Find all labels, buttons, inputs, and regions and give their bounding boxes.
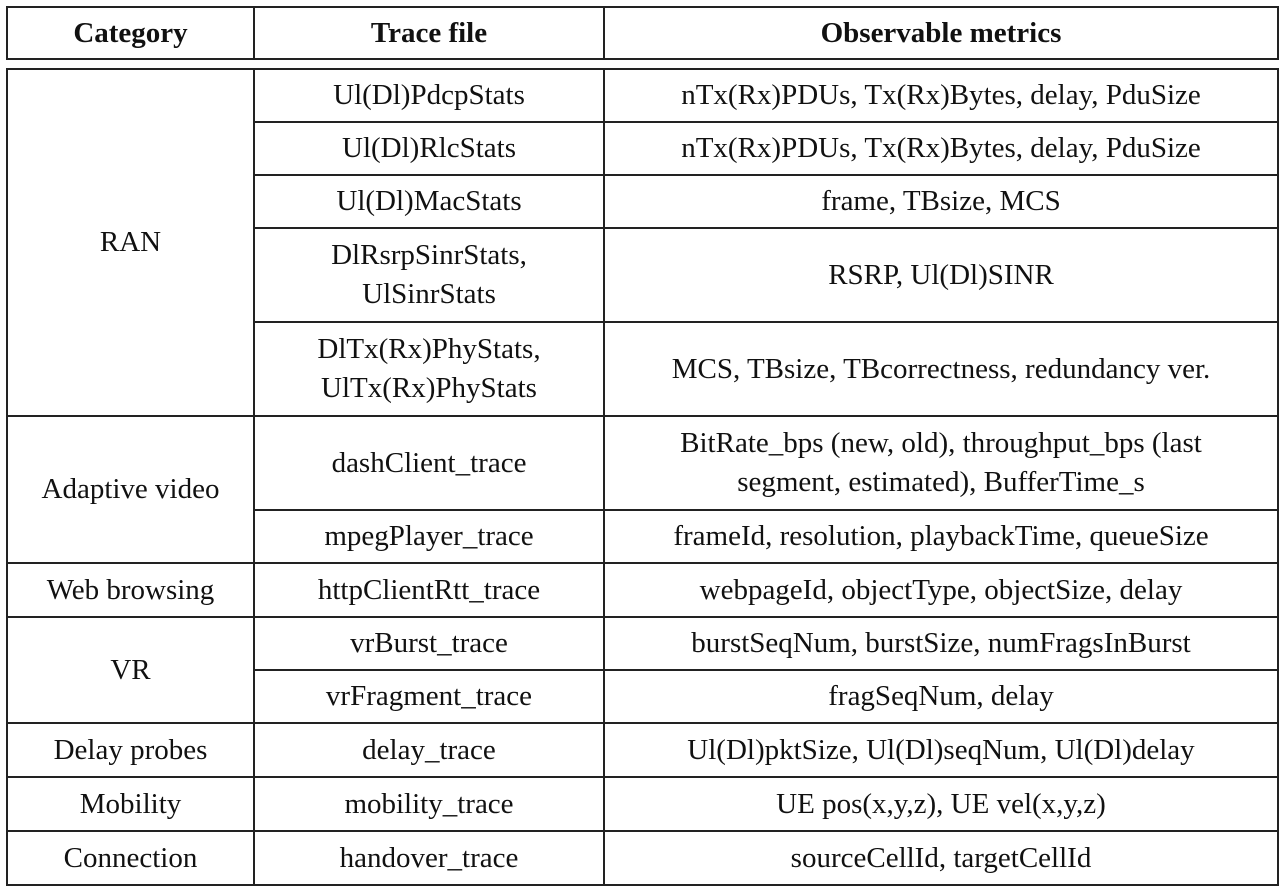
metrics-cell: frame, TBsize, MCS	[603, 174, 1279, 229]
table-row: Ul(Dl)MacStats frame, TBsize, MCS	[7, 174, 1279, 229]
metrics-cell: webpageId, objectType, objectSize, delay	[603, 562, 1279, 618]
trace-file-text: Ul(Dl)PdcpStats	[333, 79, 525, 111]
metrics-cell: Ul(Dl)pktSize, Ul(Dl)seqNum, Ul(Dl)delay	[603, 722, 1279, 778]
trace-file-cell: DlRsrpSinrStats, UlSinrStats	[253, 227, 605, 323]
metrics-cell: MCS, TBsize, TBcorrectness, redundancy v…	[603, 321, 1279, 417]
header-trace-file: Trace file	[253, 6, 605, 60]
trace-file-text: delay_trace	[362, 733, 496, 766]
metrics-text: frame, TBsize, MCS	[821, 185, 1061, 217]
metrics-text: UE pos(x,y,z), UE vel(x,y,z)	[776, 787, 1106, 820]
trace-file-text: vrBurst_trace	[350, 627, 508, 659]
table-row: Ul(Dl)RlcStats nTx(Rx)PDUs, Tx(Rx)Bytes, …	[7, 121, 1279, 176]
trace-file-text: Ul(Dl)MacStats	[336, 185, 522, 217]
header-row: Category Trace file Observable metrics	[6, 6, 1279, 60]
metrics-text: webpageId, objectType, objectSize, delay	[699, 573, 1183, 606]
metrics-cell: sourceCellId, targetCellId	[603, 830, 1279, 886]
metrics-text: burstSeqNum, burstSize, numFragsInBurst	[691, 627, 1191, 659]
metrics-text: nTx(Rx)PDUs, Tx(Rx)Bytes, delay, PduSize	[681, 79, 1201, 111]
table-row: Adaptive video dashClient_trace BitRate_bp…	[6, 415, 1279, 564]
metrics-text: sourceCellId, targetCellId	[790, 841, 1092, 874]
trace-file-text: httpClientRtt_trace	[317, 573, 541, 606]
category-cell: Adaptive video	[6, 415, 255, 564]
category-cell: VR	[6, 616, 255, 724]
category-cell: Mobility	[6, 776, 255, 832]
table-row: DlRsrpSinrStats, UlSinrStats RSRP, Ul(Dl)S…	[7, 227, 1279, 323]
metrics-text: fragSeqNum, delay	[828, 680, 1054, 712]
table-row: RAN Ul(Dl)PdcpStats nTx(Rx)PDUs, Tx(Rx)Byt…	[6, 68, 1279, 417]
trace-file-cell: mpegPlayer_trace	[253, 509, 605, 564]
metrics-cell: fragSeqNum, delay	[603, 669, 1279, 724]
metrics-cell: nTx(Rx)PDUs, Tx(Rx)Bytes, delay, PduSize	[603, 121, 1279, 176]
category-cell: RAN	[6, 68, 255, 417]
metrics-cell: BitRate_bps (new, old), throughput_bps (…	[603, 415, 1279, 511]
trace-file-text: dashClient_trace	[331, 446, 527, 479]
table-row: Mobility mobility_trace UE pos(x,y,z), UE …	[6, 776, 1279, 832]
trace-file-cell: delay_trace	[253, 722, 605, 778]
category-cell: Connection	[6, 830, 255, 886]
trace-file-cell: handover_trace	[253, 830, 605, 886]
trace-file-text: handover_trace	[339, 841, 519, 874]
header-category: Category	[6, 6, 255, 60]
metrics-text: nTx(Rx)PDUs, Tx(Rx)Bytes, delay, PduSize	[681, 132, 1201, 164]
category-cell: Web browsing	[6, 562, 255, 618]
table-row: vrFragment_trace fragSeqNum, delay	[7, 669, 1279, 724]
metrics-text: MCS, TBsize, TBcorrectness, redundancy v…	[671, 352, 1211, 385]
trace-table: RAN Ul(Dl)PdcpStats nTx(Rx)PDUs, Tx(Rx)Byt…	[6, 68, 1279, 886]
trace-file-text: vrFragment_trace	[325, 680, 533, 712]
trace-file-text: mobility_trace	[344, 787, 514, 820]
metrics-cell: frameId, resolution, playbackTime, queue…	[603, 509, 1279, 564]
trace-table-body: RAN Ul(Dl)PdcpStats nTx(Rx)PDUs, Tx(Rx)Byt…	[6, 68, 1279, 886]
trace-file-cell: Ul(Dl)MacStats	[253, 174, 605, 229]
table-row: Connection handover_trace sourceCellId, ta…	[6, 830, 1279, 886]
metrics-text: BitRate_bps (new, old), throughput_bps (…	[680, 427, 1202, 459]
metrics-text: RSRP, Ul(Dl)SINR	[828, 258, 1054, 291]
trace-file-text: UlTx(Rx)PhyStats	[321, 372, 537, 404]
trace-file-cell: mobility_trace	[253, 776, 605, 832]
header-observable-metrics: Observable metrics	[603, 6, 1279, 60]
trace-file-cell: httpClientRtt_trace	[253, 562, 605, 618]
table-row: VR vrBurst_trace burstSeqNum, burstSize, n…	[6, 616, 1279, 724]
trace-file-text: DlRsrpSinrStats,	[331, 239, 527, 271]
trace-file-text: Ul(Dl)RlcStats	[342, 132, 516, 164]
trace-file-text: mpegPlayer_trace	[324, 520, 534, 552]
trace-file-cell: vrFragment_trace	[253, 669, 605, 724]
metrics-cell: UE pos(x,y,z), UE vel(x,y,z)	[603, 776, 1279, 832]
metrics-text: segment, estimated), BufferTime_s	[737, 466, 1145, 498]
trace-file-cell: vrBurst_trace	[253, 616, 605, 671]
trace-file-text: DlTx(Rx)PhyStats,	[317, 333, 541, 365]
trace-file-cell: Ul(Dl)PdcpStats	[253, 68, 605, 123]
header-table: Category Trace file Observable metrics	[6, 6, 1279, 60]
table-row: Web browsing httpClientRtt_trace webpageId…	[6, 562, 1279, 618]
table-row: mpegPlayer_trace frameId, resolution, pla…	[7, 509, 1279, 564]
trace-file-cell: DlTx(Rx)PhyStats, UlTx(Rx)PhyStats	[253, 321, 605, 417]
metrics-text: frameId, resolution, playbackTime, queue…	[673, 520, 1209, 552]
metrics-text: Ul(Dl)pktSize, Ul(Dl)seqNum, Ul(Dl)delay	[687, 733, 1195, 766]
trace-file-text: UlSinrStats	[362, 278, 496, 310]
trace-file-cell: Ul(Dl)RlcStats	[253, 121, 605, 176]
category-cell: Delay probes	[6, 722, 255, 778]
metrics-cell: nTx(Rx)PDUs, Tx(Rx)Bytes, delay, PduSize	[603, 68, 1279, 123]
table-row: DlTx(Rx)PhyStats, UlTx(Rx)PhyStats MCS, TB…	[7, 321, 1279, 417]
metrics-cell: burstSeqNum, burstSize, numFragsInBurst	[603, 616, 1279, 671]
metrics-cell: RSRP, Ul(Dl)SINR	[603, 227, 1279, 323]
table-row: Delay probes delay_trace Ul(Dl)pktSize, Ul…	[6, 722, 1279, 778]
trace-file-cell: dashClient_trace	[253, 415, 605, 511]
